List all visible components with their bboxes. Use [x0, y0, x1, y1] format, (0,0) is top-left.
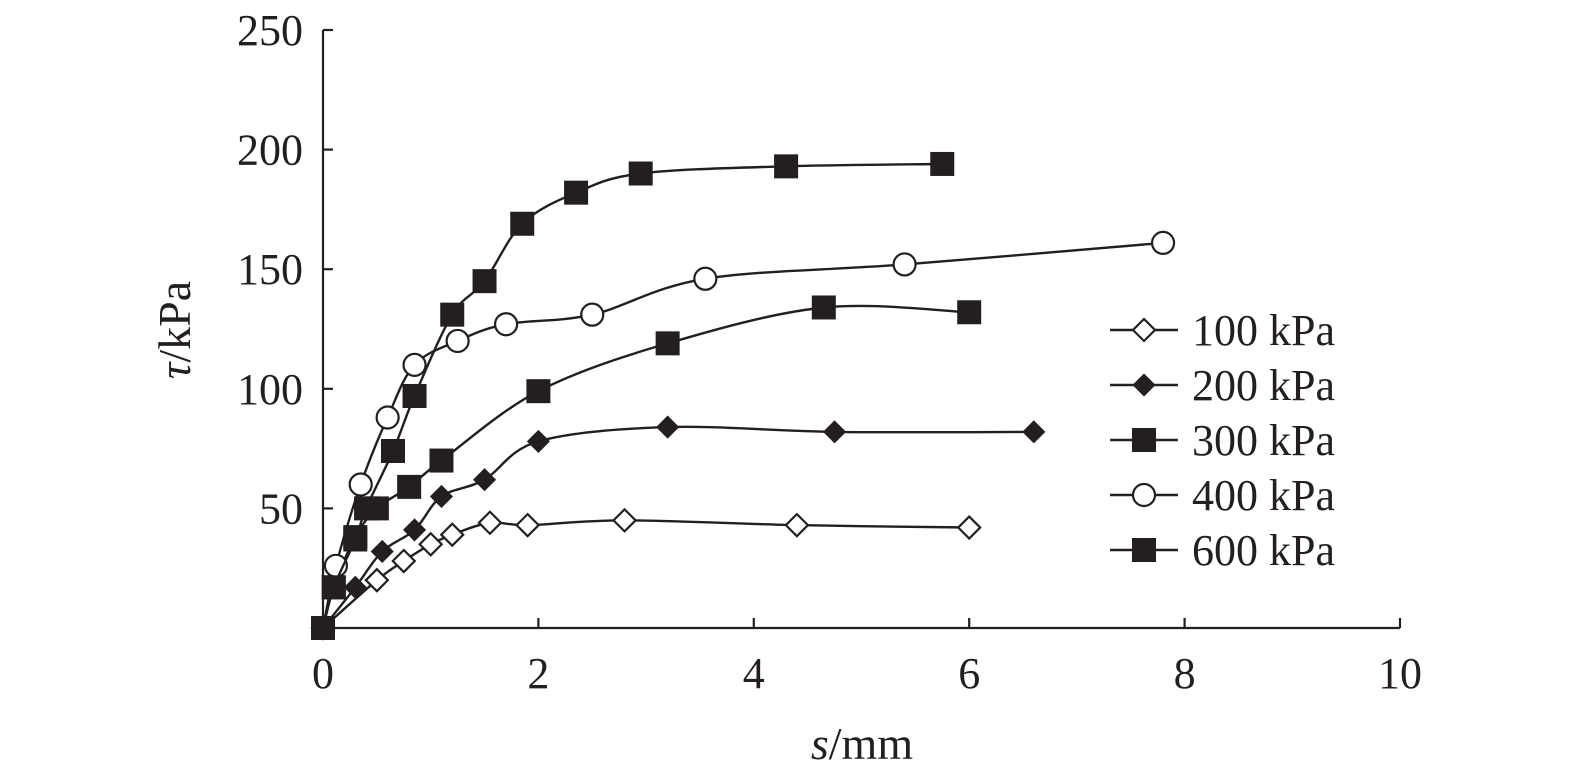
data-point-marker	[381, 438, 406, 463]
data-point-marker	[628, 161, 653, 186]
series-1	[310, 507, 982, 641]
data-point-marker	[655, 331, 680, 356]
legend-item: 600 kPa	[1110, 526, 1335, 575]
data-point-marker	[439, 522, 465, 548]
data-point-marker	[375, 405, 400, 430]
data-point-marker	[440, 302, 465, 327]
data-point-marker	[515, 512, 541, 538]
data-point-marker	[343, 527, 368, 552]
data-point-marker	[526, 429, 550, 453]
data-point-marker	[930, 151, 955, 176]
data-point-marker	[811, 295, 836, 320]
data-point-marker	[472, 468, 497, 492]
x-tick-label: 0	[312, 649, 334, 698]
data-point-marker	[1022, 420, 1046, 444]
legend-label: 600 kPa	[1192, 526, 1335, 575]
data-point-marker	[397, 474, 422, 499]
data-point-marker	[774, 154, 799, 179]
data-point-marker	[321, 575, 346, 600]
data-point-marker	[564, 180, 589, 205]
data-point-marker	[656, 415, 680, 439]
legend-label: 300 kPa	[1192, 416, 1335, 465]
x-axis-ticks: 0 2 4 6 8 10	[312, 618, 1422, 698]
data-point-marker	[370, 539, 394, 564]
data-point-marker	[402, 518, 427, 542]
data-point-marker	[348, 472, 373, 497]
x-tick-label: 2	[527, 649, 549, 698]
y-axis-label: τ/kPa	[149, 281, 200, 379]
series-3	[311, 295, 982, 640]
data-point-marker	[693, 266, 718, 291]
series-5	[311, 151, 955, 640]
data-point-marker	[402, 383, 427, 408]
x-tick-label: 6	[958, 649, 980, 698]
data-point-marker	[477, 510, 503, 536]
data-point-marker	[823, 420, 847, 444]
data-point-marker	[784, 512, 810, 538]
y-tick-label: 150	[237, 245, 303, 294]
x-axis-unit: /mm	[829, 718, 914, 769]
legend-marker	[1132, 373, 1156, 397]
data-point-marker	[956, 514, 982, 541]
y-axis-unit: /kPa	[149, 281, 200, 363]
data-point-marker	[429, 484, 454, 508]
y-tick-label: 250	[237, 6, 303, 55]
legend-label: 200 kPa	[1192, 361, 1335, 410]
x-tick-label: 4	[743, 649, 765, 698]
axes	[321, 30, 1400, 630]
series-layer	[310, 151, 1176, 641]
y-tick-label: 200	[237, 126, 303, 175]
y-tick-label: 100	[237, 365, 303, 414]
x-axis-label: s/mm	[811, 718, 913, 769]
legend: 100 kPa 200 kPa 300 kPa 400 kPa 600 kPa	[1110, 306, 1335, 575]
legend-label: 100 kPa	[1192, 306, 1335, 355]
data-point-marker	[526, 379, 551, 404]
data-point-marker	[391, 548, 417, 574]
x-axis-symbol: s	[811, 718, 829, 769]
series-4	[310, 230, 1176, 641]
series-2	[311, 415, 1046, 640]
y-axis-symbol: τ	[149, 361, 200, 379]
data-point-marker	[472, 269, 497, 294]
y-axis-ticks: 50 100 150 200 250	[237, 6, 333, 533]
data-point-marker	[1150, 230, 1176, 255]
legend-item: 100 kPa	[1110, 306, 1335, 355]
legend-item: 400 kPa	[1110, 471, 1335, 520]
legend-marker	[1132, 538, 1156, 562]
data-point-marker	[510, 211, 535, 236]
legend-item: 300 kPa	[1110, 416, 1335, 465]
data-point-marker	[343, 575, 367, 599]
x-tick-label: 8	[1174, 649, 1196, 698]
legend-marker	[1132, 428, 1156, 452]
data-point-marker	[402, 352, 427, 377]
data-point-marker	[445, 328, 470, 354]
data-point-marker	[957, 300, 982, 325]
data-point-marker	[418, 531, 444, 557]
legend-label: 400 kPa	[1192, 471, 1335, 520]
data-point-marker	[364, 567, 390, 593]
data-point-marker	[354, 496, 379, 521]
data-point-marker	[580, 302, 605, 327]
data-point-marker	[612, 507, 638, 533]
series-line	[322, 519, 970, 629]
legend-marker	[1131, 482, 1157, 508]
x-tick-label: 10	[1378, 649, 1422, 698]
y-tick-label: 50	[259, 484, 303, 533]
legend-item: 200 kPa	[1110, 361, 1335, 410]
data-point-marker	[493, 312, 519, 337]
legend-marker	[1131, 317, 1157, 343]
data-point-marker	[429, 448, 454, 473]
data-point-marker	[311, 616, 335, 640]
data-point-marker	[892, 252, 917, 277]
